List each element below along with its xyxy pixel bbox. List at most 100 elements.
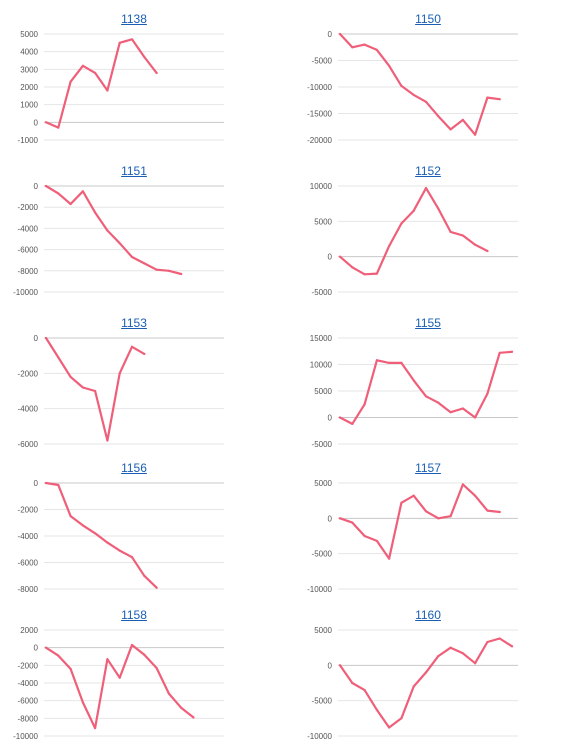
chart-title-link[interactable]: 1150 xyxy=(415,12,441,26)
data-point xyxy=(94,389,97,393)
y-tick-label: -2000 xyxy=(18,369,39,378)
data-point xyxy=(44,646,48,649)
data-point xyxy=(375,539,378,543)
y-tick-label: 0 xyxy=(34,644,39,653)
y-tick-label: -2000 xyxy=(18,203,39,212)
y-tick-label: 15000 xyxy=(310,334,333,343)
data-point xyxy=(338,517,342,520)
y-tick-label: 0 xyxy=(328,30,333,39)
y-tick-label: 5000 xyxy=(314,626,332,635)
chart-panel-1156: 1156 0 -2000 -4000 -6000 -8000 xyxy=(0,455,294,601)
y-tick-label: 0 xyxy=(328,661,333,670)
data-point xyxy=(69,202,72,206)
data-point xyxy=(474,494,477,497)
data-point xyxy=(498,510,501,514)
chart-svg: 5000 4000 3000 2000 1000 0 -1000 xyxy=(18,30,224,145)
chart-svg: 0 -2000 -4000 -6000 xyxy=(18,334,224,449)
series-line xyxy=(44,336,146,442)
chart-svg: 10000 5000 0 -5000 xyxy=(310,182,518,297)
data-point xyxy=(57,192,60,195)
y-tick-label: 5000 xyxy=(314,387,332,396)
data-point xyxy=(461,483,464,486)
data-point xyxy=(57,654,60,657)
data-point xyxy=(118,549,121,552)
chart-panel-1157: 1157 5000 0 -5000 -10000 xyxy=(294,455,588,601)
y-tick-label: 1000 xyxy=(20,101,38,110)
y-tick-label: -2000 xyxy=(18,661,39,670)
data-point xyxy=(118,242,121,245)
series-line xyxy=(44,481,158,589)
chart-svg: 5000 0 -5000 -10000 xyxy=(307,479,518,594)
chart-title-link[interactable]: 1151 xyxy=(121,164,147,178)
data-point xyxy=(363,534,366,538)
y-tick-label: -4000 xyxy=(18,224,39,233)
data-point xyxy=(167,692,170,695)
chart-svg: 2000 0 -2000 -4000 -6000 -8000 -10000 xyxy=(13,626,224,741)
chart-title-link[interactable]: 1152 xyxy=(415,164,441,178)
chart-title-link[interactable]: 1155 xyxy=(415,316,441,330)
data-point xyxy=(81,701,84,704)
data-point xyxy=(81,64,84,67)
data-point xyxy=(69,80,72,83)
data-point xyxy=(44,481,48,485)
data-point xyxy=(351,681,354,685)
y-tick-label: -10000 xyxy=(307,585,332,594)
y-tick-label: 0 xyxy=(34,118,39,127)
data-point xyxy=(351,266,354,269)
chart-title-link[interactable]: 1160 xyxy=(415,608,441,622)
data-point xyxy=(486,96,489,99)
y-tick-label: 0 xyxy=(34,479,39,488)
data-point xyxy=(338,255,342,258)
data-point xyxy=(375,48,378,52)
data-point xyxy=(94,211,97,214)
data-point xyxy=(461,652,464,655)
data-point xyxy=(363,273,366,276)
data-point xyxy=(510,350,514,353)
data-point xyxy=(449,230,452,234)
data-point xyxy=(388,726,391,729)
data-point xyxy=(474,243,477,246)
data-point xyxy=(437,207,440,210)
data-point xyxy=(130,345,134,348)
data-point xyxy=(498,351,501,354)
data-point xyxy=(130,38,134,41)
data-point xyxy=(424,395,428,398)
y-tick-label: -5000 xyxy=(312,57,333,66)
y-tick-label: -1000 xyxy=(18,136,39,145)
chart-panel-1138: 1138 5000 4000 3000 2000 1000 0 -1000 xyxy=(0,6,294,152)
data-point xyxy=(351,521,354,524)
data-point xyxy=(498,98,501,101)
data-point xyxy=(486,249,489,253)
data-point xyxy=(94,726,97,730)
y-tick-label: -4000 xyxy=(18,679,39,688)
data-point xyxy=(437,401,440,404)
data-point xyxy=(424,187,428,190)
chart-title-link[interactable]: 1156 xyxy=(121,461,147,475)
chart-title-link[interactable]: 1157 xyxy=(415,461,441,475)
chart-title-link[interactable]: 1158 xyxy=(121,608,147,622)
y-tick-label: -8000 xyxy=(18,267,39,276)
y-tick-label: -10000 xyxy=(307,83,332,92)
data-point xyxy=(400,501,403,504)
y-tick-label: -6000 xyxy=(18,246,39,255)
data-point xyxy=(375,708,378,711)
y-tick-label: -6000 xyxy=(18,440,39,449)
data-point xyxy=(388,64,391,67)
data-point xyxy=(351,46,354,49)
data-point xyxy=(143,352,146,355)
chart-svg: 15000 10000 5000 0 -5000 xyxy=(310,334,518,449)
data-point xyxy=(94,71,97,74)
data-point xyxy=(474,662,477,665)
data-point xyxy=(118,41,121,44)
chart-panel-1158: 1158 2000 0 -2000 -4000 -6000 -8000 -10000 xyxy=(0,602,294,748)
data-point xyxy=(57,356,60,359)
chart-title-link[interactable]: 1138 xyxy=(121,12,147,26)
chart-title-link[interactable]: 1153 xyxy=(121,316,147,330)
y-tick-label: -15000 xyxy=(307,110,332,119)
series-line xyxy=(338,350,514,426)
data-point xyxy=(130,643,134,647)
chart-panel-1151: 1151 0 -2000 -4000 -6000 -8000 -10000 xyxy=(0,158,294,304)
y-tick-label: -4000 xyxy=(18,405,39,414)
data-point xyxy=(498,637,501,640)
y-tick-label: -8000 xyxy=(18,714,39,723)
